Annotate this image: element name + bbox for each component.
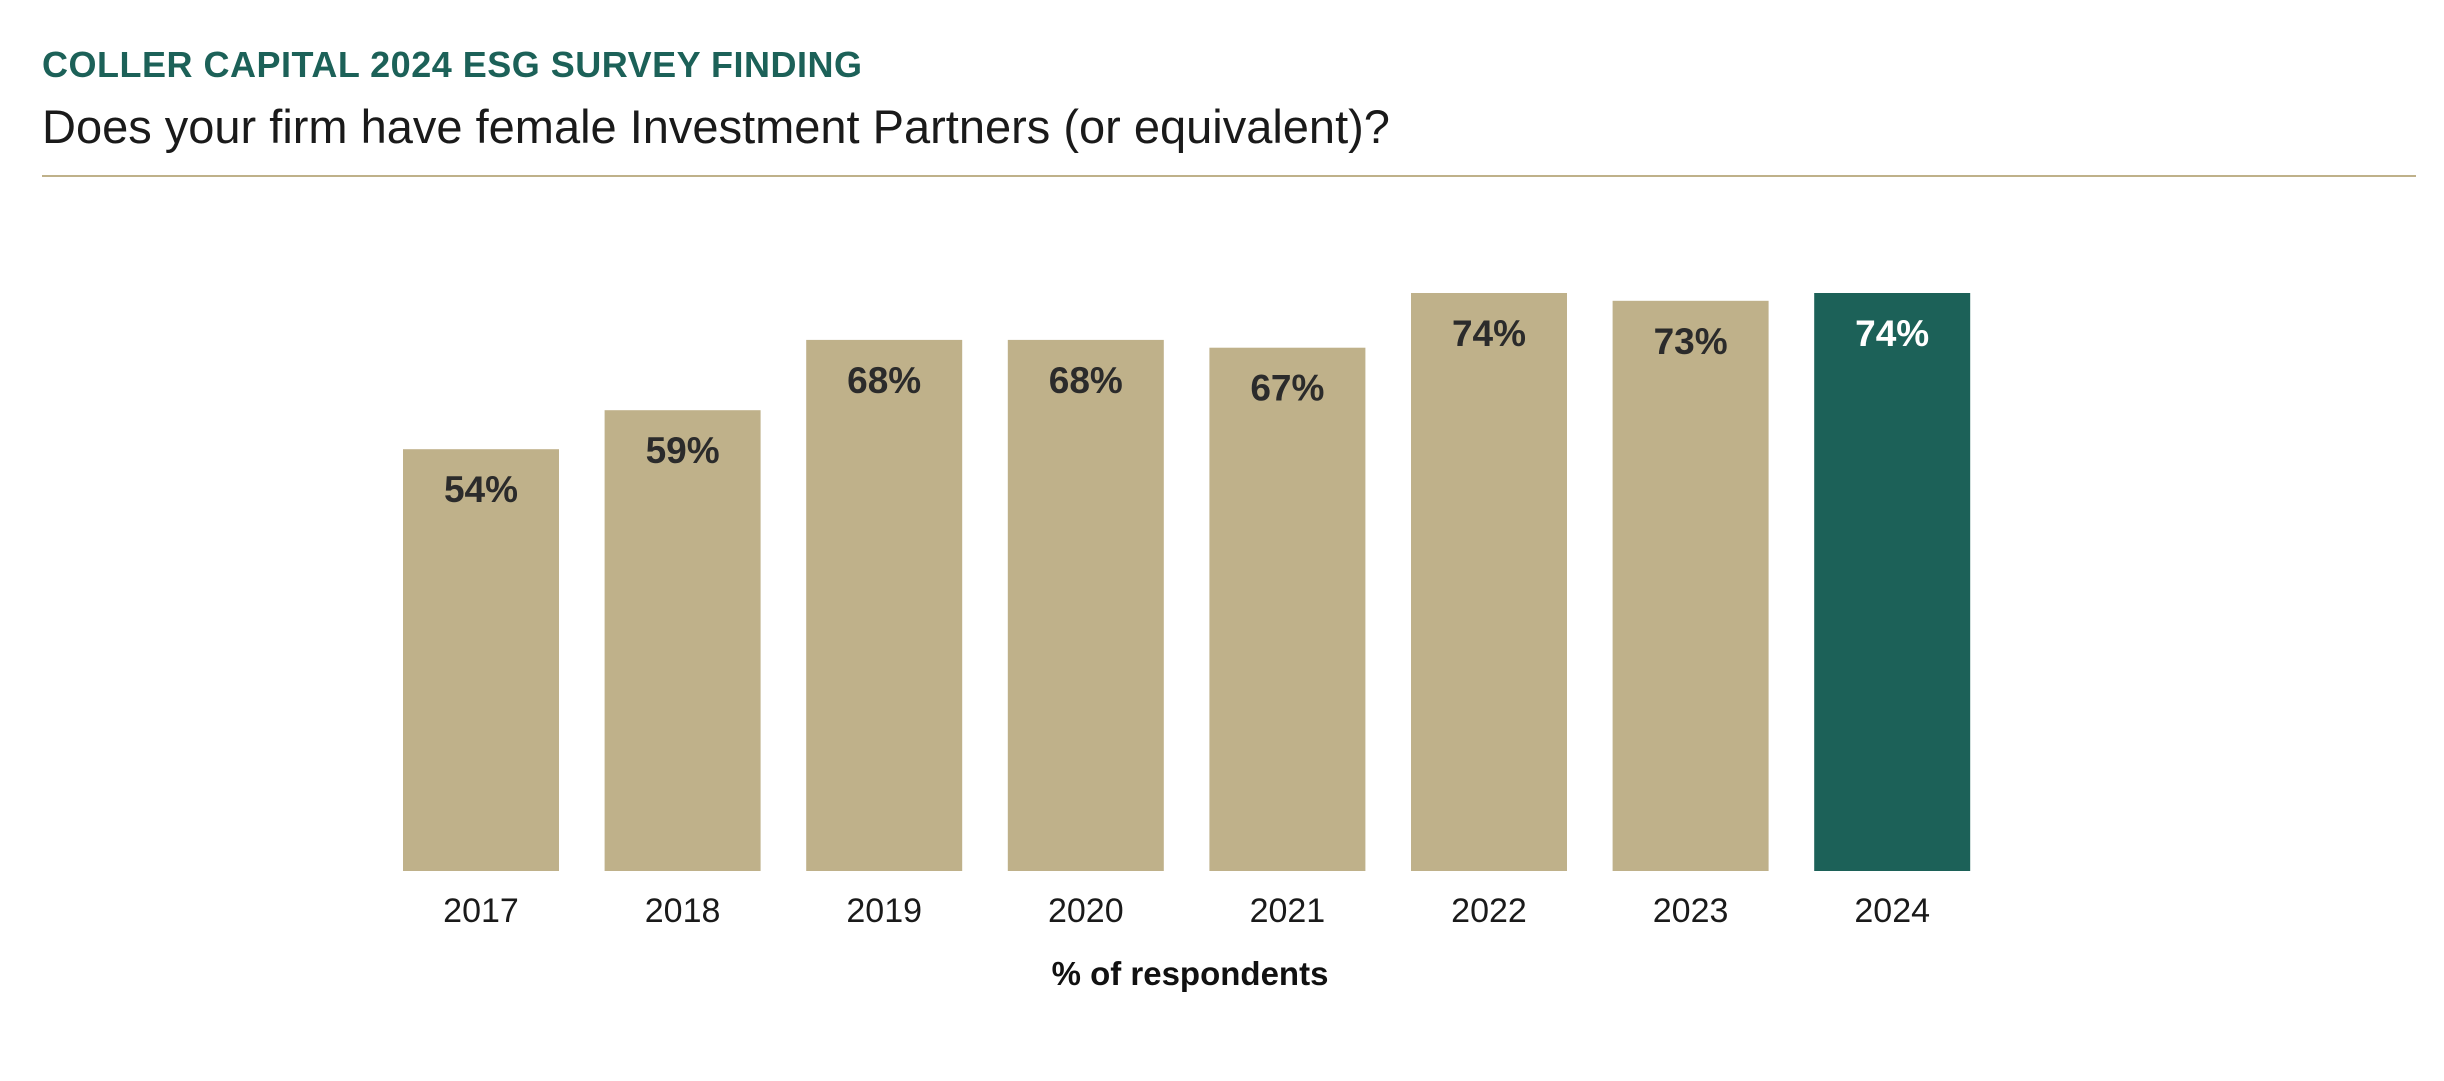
value-labels-group: 54% 59% 68% 68% 67% 74% 73% 74% xyxy=(444,313,1929,510)
x-tick-labels-group: 2017 2018 2019 2020 2021 2022 2023 2024 xyxy=(443,892,1930,930)
value-label-2017: 54% xyxy=(444,469,518,510)
x-tick-label-2017: 2017 xyxy=(443,892,519,930)
bars-group xyxy=(403,293,1971,871)
bar-2024 xyxy=(1814,293,1971,871)
bar-2022 xyxy=(1411,293,1567,871)
value-label-2019: 68% xyxy=(847,360,921,401)
x-tick-label-2024: 2024 xyxy=(1854,892,1930,930)
bar-2019 xyxy=(806,339,963,871)
value-label-2018: 59% xyxy=(646,430,720,471)
value-label-2022: 74% xyxy=(1452,313,1526,354)
survey-eyebrow: COLLER CAPITAL 2024 ESG SURVEY FINDING xyxy=(42,44,863,85)
x-tick-label-2022: 2022 xyxy=(1451,892,1527,930)
chart-question-title: Does your firm have female Investment Pa… xyxy=(42,100,1390,153)
x-tick-label-2023: 2023 xyxy=(1653,892,1729,930)
x-tick-label-2020: 2020 xyxy=(1048,892,1124,930)
chart-header: COLLER CAPITAL 2024 ESG SURVEY FINDING D… xyxy=(42,40,2416,153)
x-tick-label-2018: 2018 xyxy=(645,892,721,930)
bar-2017 xyxy=(403,449,559,871)
bar-2018 xyxy=(604,410,761,871)
value-label-2021: 67% xyxy=(1250,368,1324,409)
value-label-2020: 68% xyxy=(1049,360,1123,401)
value-label-2023: 73% xyxy=(1654,321,1728,362)
x-tick-label-2019: 2019 xyxy=(846,892,922,930)
bar-2021 xyxy=(1209,347,1366,871)
bar-2020 xyxy=(1007,339,1164,871)
bar-2023 xyxy=(1612,300,1769,871)
header-divider xyxy=(42,175,2416,177)
x-axis-label: % of respondents xyxy=(1051,955,1329,992)
x-tick-label-2021: 2021 xyxy=(1250,892,1326,930)
value-label-2024: 74% xyxy=(1855,313,1929,354)
